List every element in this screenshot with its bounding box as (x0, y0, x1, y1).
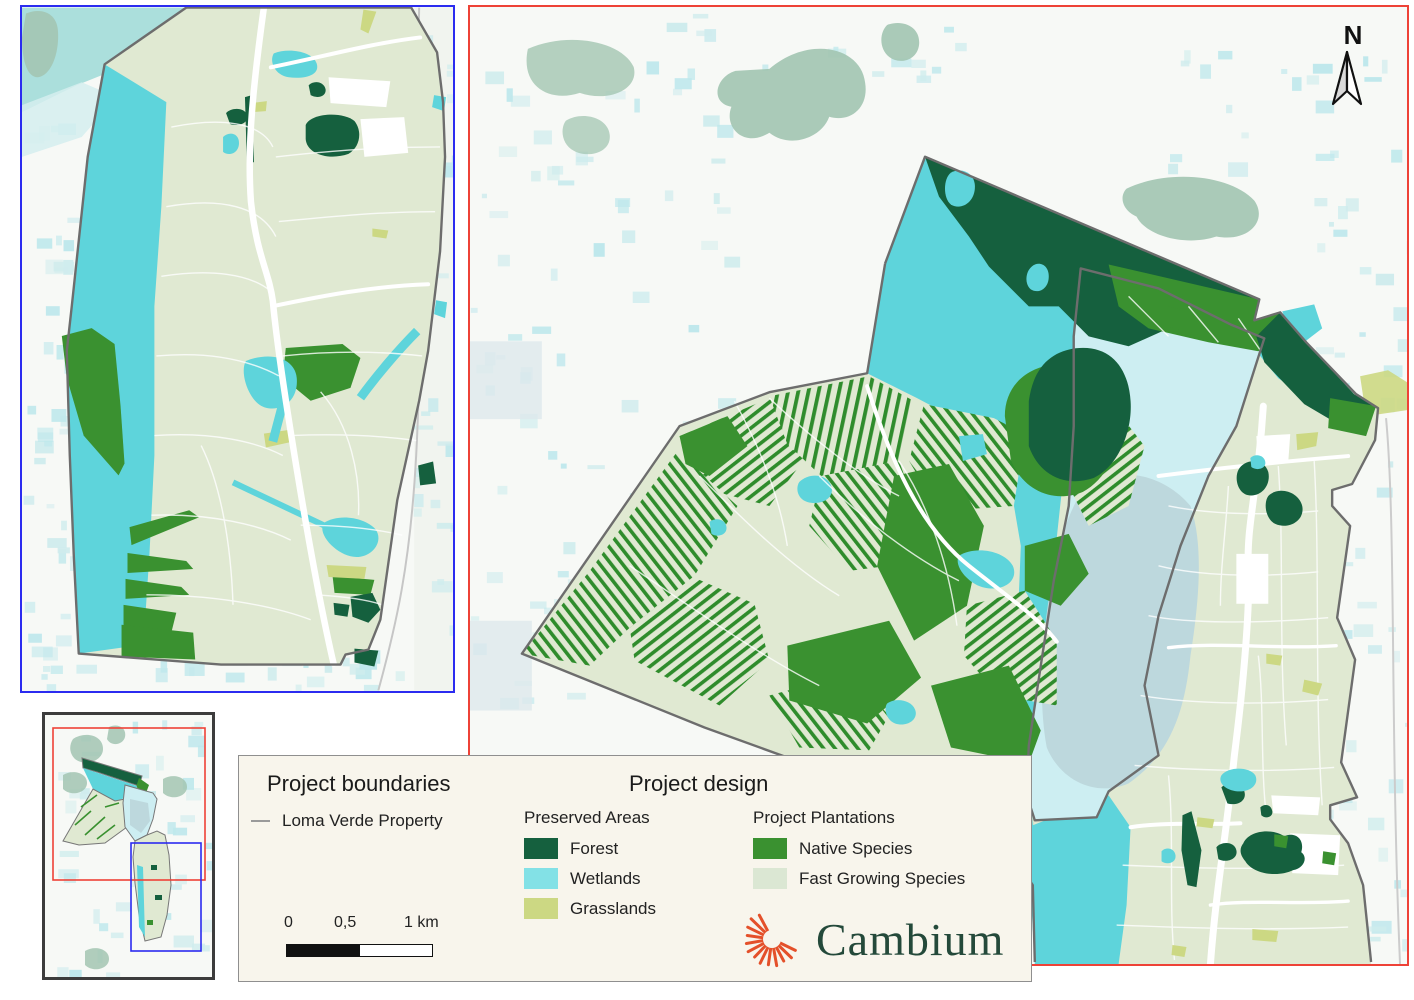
plantation-fan (521, 347, 1145, 764)
legend-subtitle-plantations: Project Plantations (753, 808, 895, 827)
legend-item-grasslands: Grasslands (524, 898, 656, 919)
scale-bar: 0 0,5 1 km (279, 914, 449, 957)
fast-growing-swatch (753, 868, 787, 889)
north-forest-band (925, 156, 1377, 437)
legend-subtitle-preserved: Preserved Areas (524, 808, 650, 827)
north-arrow: N (1327, 22, 1379, 122)
cambium-logo-icon (744, 913, 797, 968)
north-label: N (1343, 20, 1363, 50)
scale-bar-ticks: 0 0,5 1 km (284, 914, 439, 931)
wetlands-swatch (524, 868, 558, 889)
overview-map-canvas (45, 715, 212, 977)
legend-item-native-species: Native Species (753, 838, 912, 859)
forest-swatch (524, 838, 558, 859)
main-map-north: N (468, 5, 1409, 966)
north-arrow-icon (1331, 50, 1363, 106)
legend-panel: Project boundaries Project design Loma V… (238, 755, 1032, 982)
legend-item-wetlands: Wetlands (524, 868, 641, 889)
inset-map-canvas (22, 7, 453, 691)
native-species-swatch (753, 838, 787, 859)
cambium-logo: Cambium (744, 906, 1004, 972)
legend-item-forest: Forest (524, 838, 618, 859)
property-overview (62, 757, 172, 942)
overview-locator-map (42, 712, 215, 980)
inset-map-south (20, 5, 455, 693)
legend-title-design: Project design (629, 771, 769, 796)
boundary-line-swatch (251, 820, 270, 822)
east-arm (1116, 402, 1353, 964)
legend-item-fast-growing: Fast Growing Species (753, 868, 965, 889)
legend-title-boundaries: Project boundaries (267, 771, 451, 796)
inset-map-extent-rect (130, 842, 202, 952)
scale-bar-rule (286, 944, 433, 957)
main-map-canvas (470, 7, 1407, 964)
legend-item-boundary: Loma Verde Property (251, 811, 443, 831)
cambium-wordmark: Cambium (816, 913, 1005, 965)
boundary-label: Loma Verde Property (282, 811, 443, 830)
grasslands-swatch (524, 898, 558, 919)
main-map-extent-rect (52, 727, 206, 881)
